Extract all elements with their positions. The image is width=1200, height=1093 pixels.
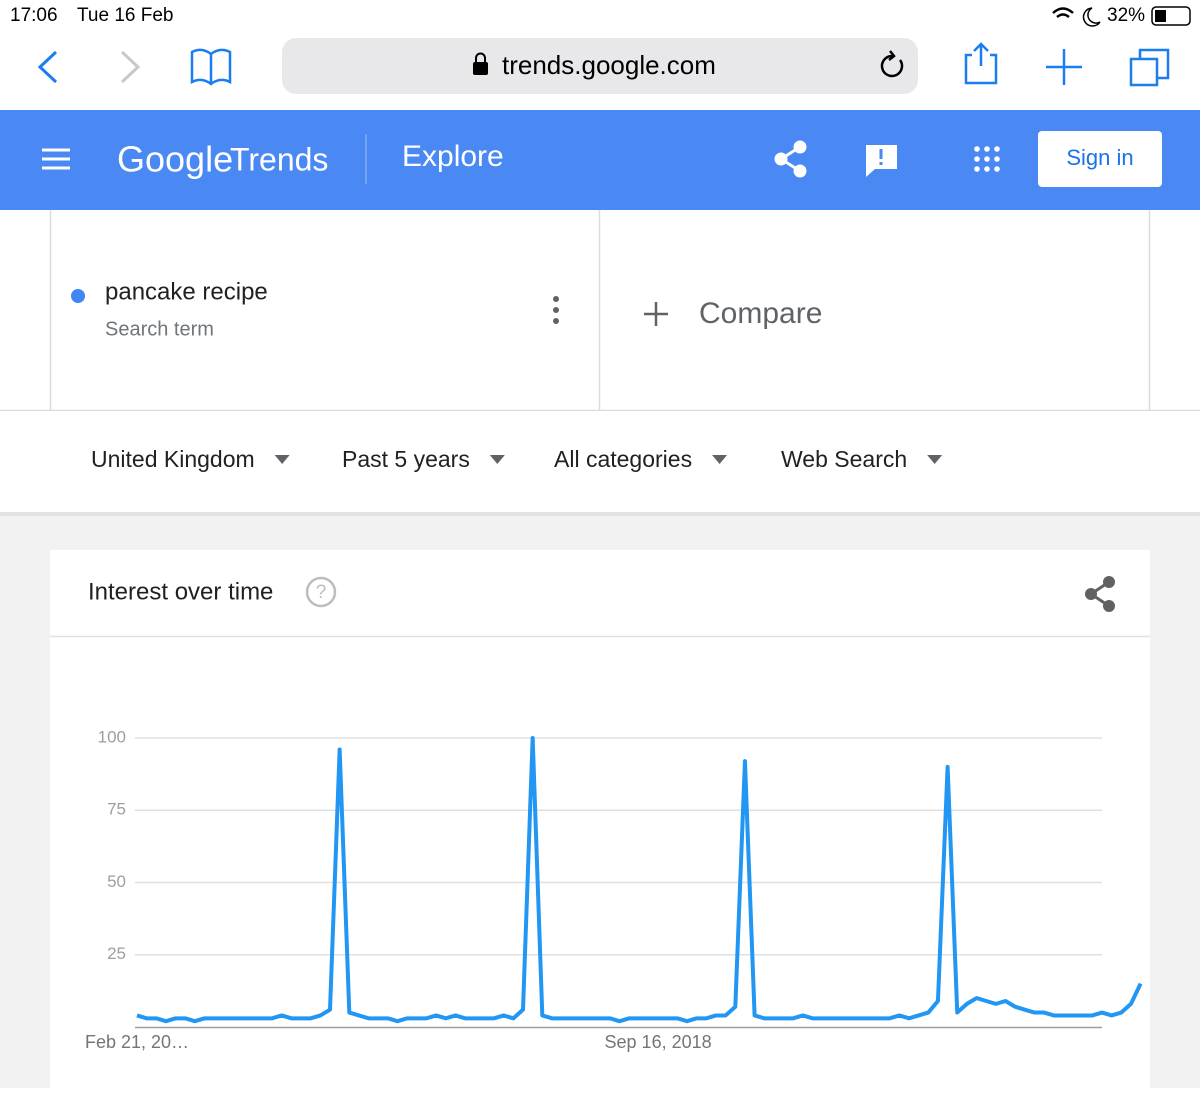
new-tab-button[interactable]	[1046, 49, 1082, 85]
app-header	[0, 110, 1200, 210]
filter-dropdown-arrow	[927, 455, 943, 464]
lock-icon	[473, 62, 488, 75]
x-tick-label: Sep 16, 2018	[605, 1032, 712, 1052]
url-bar[interactable]	[282, 38, 918, 94]
x-tick-label: Feb 21, 20…	[85, 1032, 189, 1052]
term-menu[interactable]	[553, 296, 559, 324]
y-tick-label: 75	[107, 800, 126, 819]
status-time: 17:06	[10, 5, 58, 26]
filters-bar	[0, 411, 1200, 512]
wifi-icon	[1052, 7, 1074, 19]
battery-level	[1155, 10, 1166, 22]
help-mark: ?	[316, 582, 327, 603]
apps-icon[interactable]	[974, 146, 1000, 172]
feedback-icon[interactable]	[866, 145, 897, 177]
term-type: Search term	[105, 318, 214, 340]
line-series	[136, 736, 1143, 1024]
forward-button[interactable]	[120, 50, 141, 84]
filter-label[interactable]: Past 5 years	[342, 446, 470, 472]
tabs-button[interactable]	[1129, 48, 1170, 87]
card-share-icon[interactable]	[1085, 576, 1115, 612]
chart-title: Interest over time	[88, 578, 273, 605]
reload-button[interactable]	[880, 50, 904, 78]
term-name: pancake recipe	[105, 278, 268, 305]
filter-label[interactable]: Web Search	[781, 446, 907, 472]
filter-label[interactable]: All categories	[554, 446, 692, 472]
term-dividers	[49, 210, 1151, 410]
back-button[interactable]	[37, 50, 58, 84]
filter-dropdown-arrow	[274, 455, 290, 464]
status-date: Tue 16 Feb	[77, 5, 173, 26]
term-color-dot	[71, 289, 85, 303]
filters-shadow	[0, 512, 1200, 516]
menu-button[interactable]	[42, 148, 70, 170]
share-button[interactable]	[964, 42, 998, 85]
y-tick-label: 25	[107, 944, 126, 963]
filter-dropdown-arrow	[489, 455, 505, 464]
sign-in-button[interactable]	[1038, 131, 1162, 187]
logo-trends: Trends	[230, 141, 328, 177]
help-icon[interactable]	[305, 576, 337, 608]
chart-card	[50, 550, 1150, 1093]
feedback-mark	[879, 149, 883, 159]
sign-in-label: Sign in	[1066, 145, 1133, 170]
battery-icon	[1151, 6, 1191, 26]
compare-plus[interactable]	[644, 302, 668, 326]
filter-label[interactable]: United Kingdom	[91, 446, 255, 472]
compare-label[interactable]: Compare	[699, 297, 822, 330]
share-icon[interactable]	[774, 140, 807, 178]
url-text: trends.google.com	[502, 50, 716, 80]
battery-percent: 32%	[1107, 5, 1145, 26]
y-tick-label: 50	[107, 872, 126, 891]
page-title: Explore	[402, 140, 504, 173]
filter-dropdown-arrow	[712, 455, 728, 464]
moon-icon	[1082, 7, 1101, 27]
y-tick-label: 100	[98, 727, 126, 746]
logo-google: Google	[117, 139, 233, 180]
lock-shackle	[475, 52, 486, 62]
bookmarks-button[interactable]	[190, 48, 232, 86]
feedback-dot	[879, 162, 883, 165]
